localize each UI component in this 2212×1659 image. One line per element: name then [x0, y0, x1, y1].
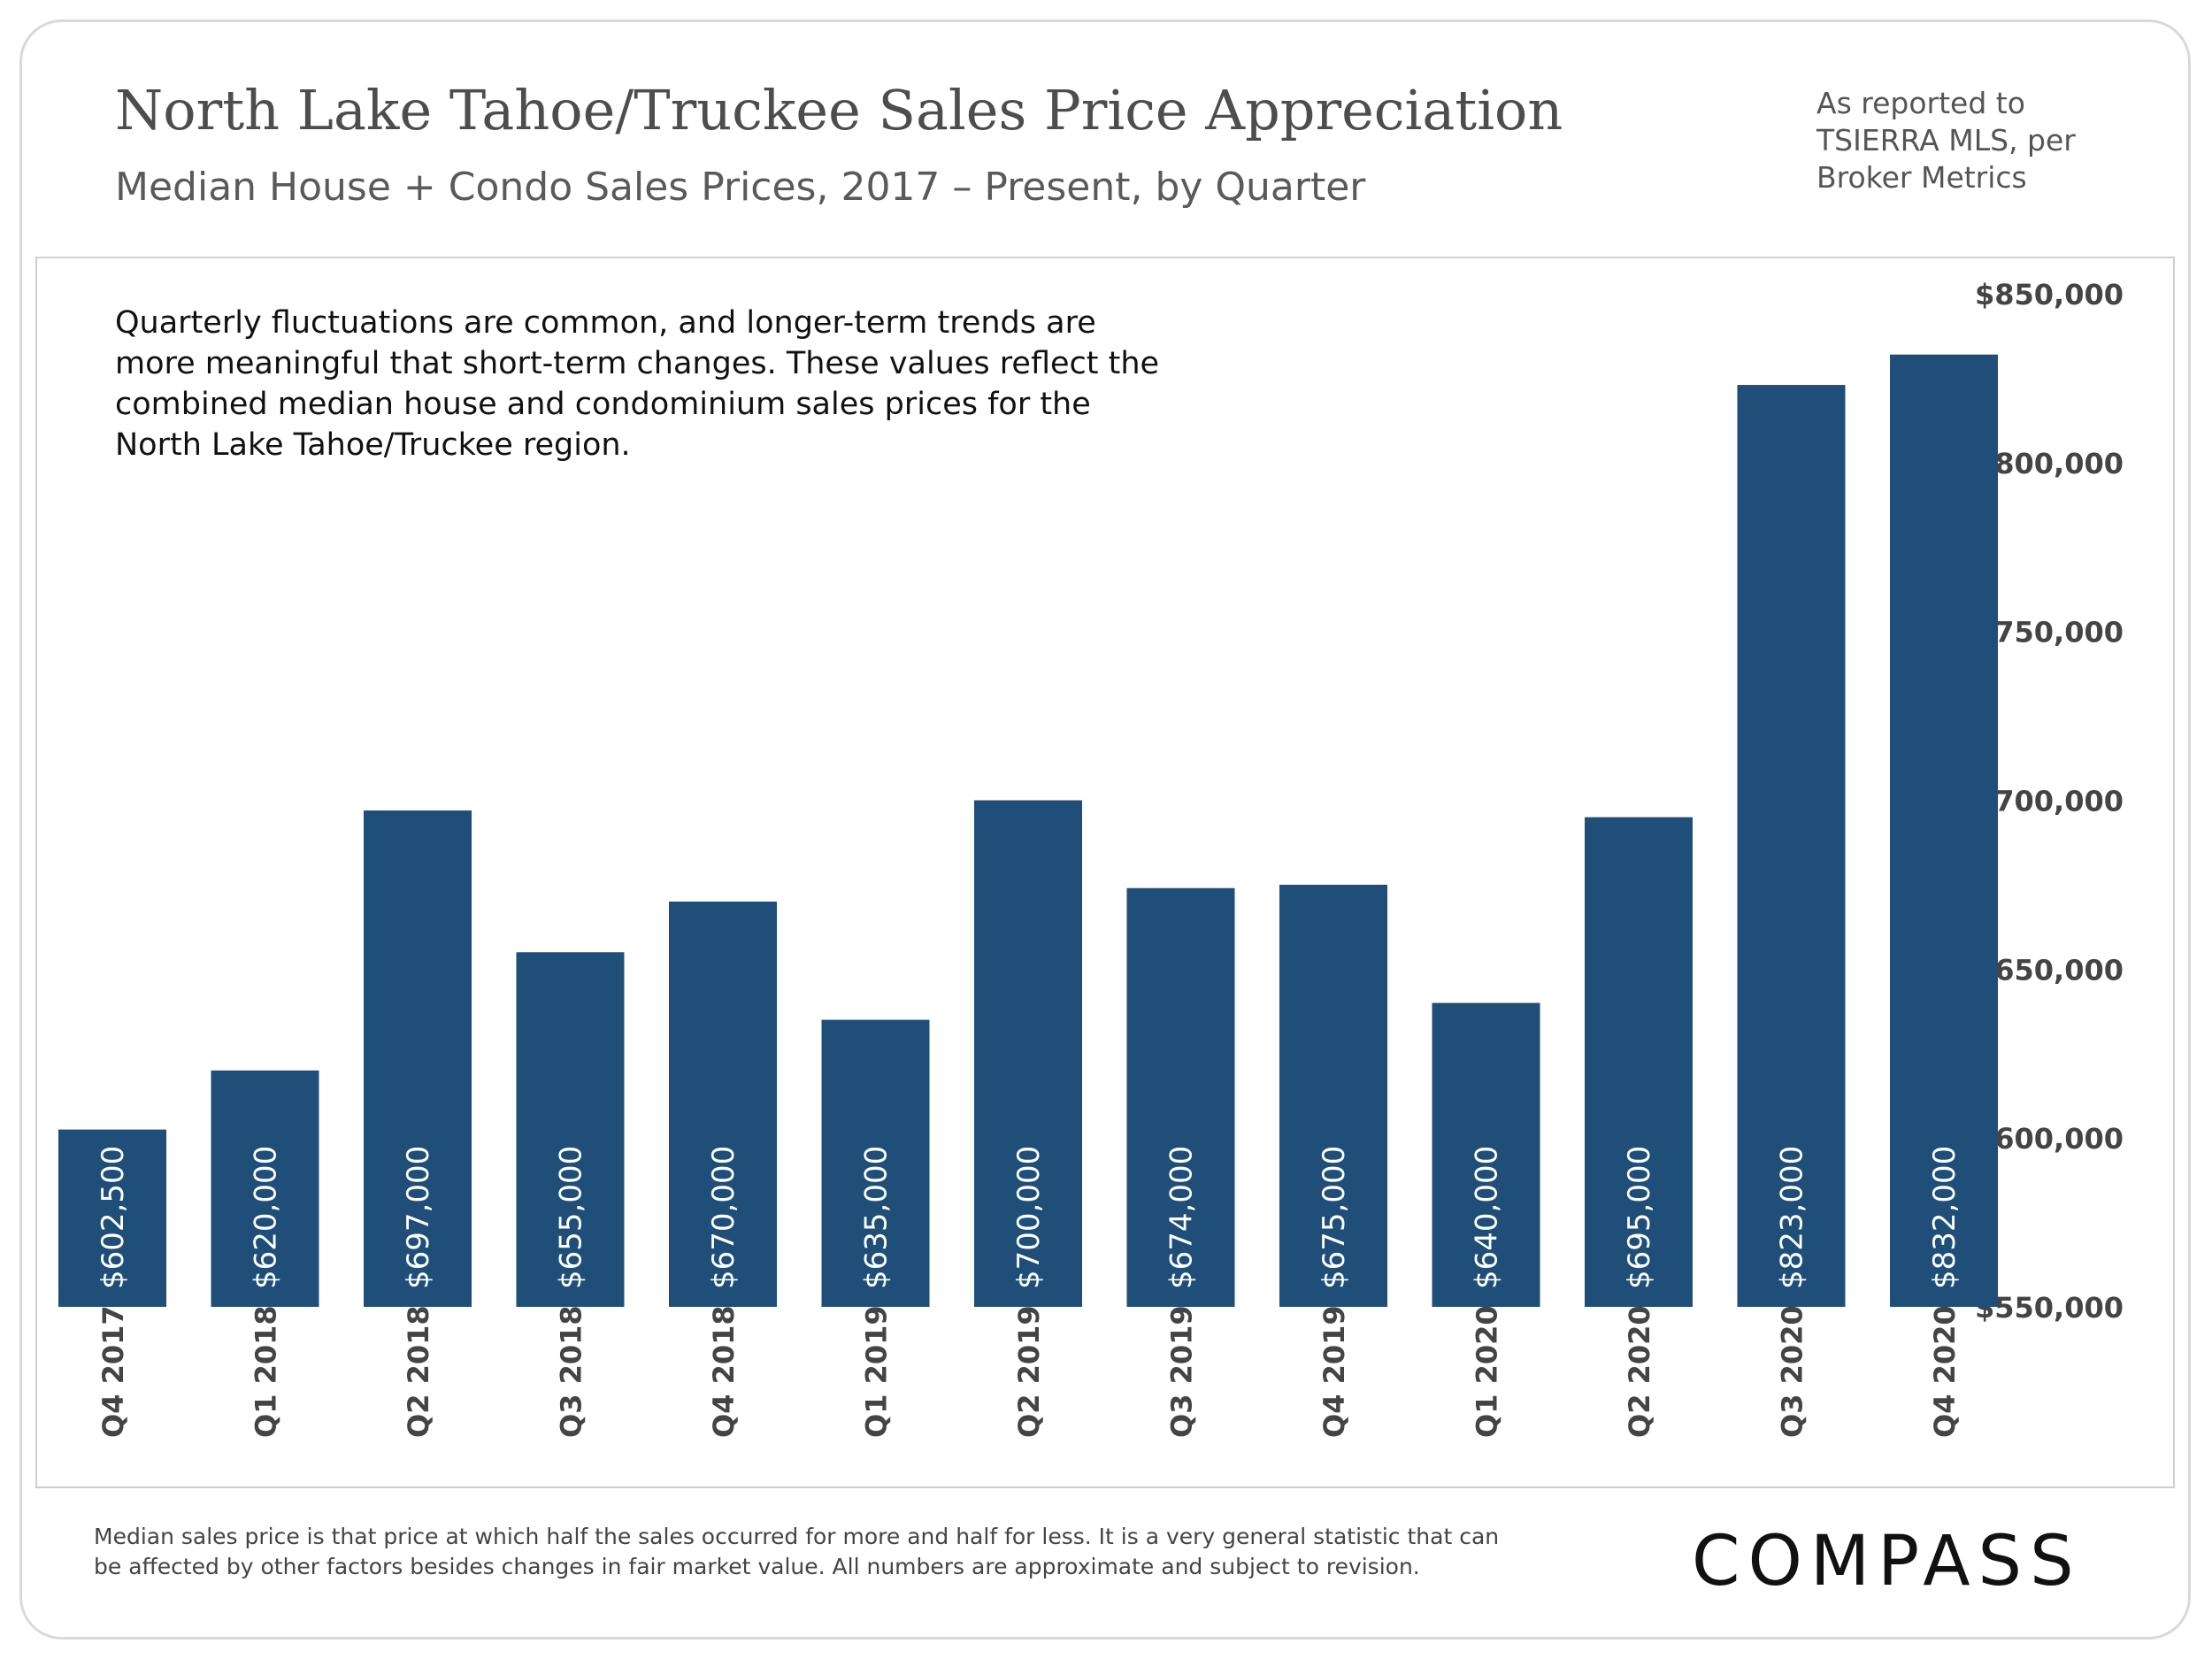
x-tick-label: Q2 2020: [1623, 1305, 1656, 1438]
chart-subtitle: Median House + Condo Sales Prices, 2017 …: [115, 165, 1366, 210]
bar-value-label: $675,000: [1317, 1146, 1352, 1289]
bar-value-label: $635,000: [859, 1146, 895, 1289]
y-tick-label: $650,000: [1975, 953, 2124, 987]
footnote-line: Median sales price is that price at whic…: [94, 1524, 1500, 1549]
bar: [211, 1070, 319, 1307]
annotation-line: more meaningful that short-term changes.…: [115, 346, 1160, 381]
chart-annotation: Quarterly fluctuations are common, and l…: [115, 303, 1159, 465]
bar: [1890, 354, 1998, 1308]
x-tick-label: Q2 2018: [402, 1305, 435, 1438]
bar-value-label: $697,000: [401, 1146, 436, 1289]
bar: [821, 1019, 930, 1307]
bar: [1585, 817, 1693, 1307]
bar-value-label: $640,000: [1470, 1146, 1505, 1289]
y-tick-label: $800,000: [1975, 447, 2124, 480]
bar: [58, 1129, 166, 1307]
bar: [1279, 884, 1387, 1307]
y-tick-label: $600,000: [1975, 1122, 2124, 1156]
x-tick-label: Q1 2019: [860, 1305, 894, 1438]
x-tick-label: Q1 2020: [1471, 1305, 1504, 1438]
x-tick-label: Q4 2018: [707, 1305, 741, 1438]
bar: [364, 810, 472, 1307]
y-tick-label: $750,000: [1975, 616, 2124, 649]
bar-value-label: $695,000: [1622, 1146, 1657, 1289]
x-tick-label: Q2 2019: [1012, 1305, 1046, 1438]
y-tick-label: $850,000: [1975, 278, 2124, 311]
bar-value-label: $674,000: [1164, 1146, 1200, 1289]
source-line: Broker Metrics: [1816, 160, 2027, 195]
bar: [1737, 385, 1846, 1307]
source-note: As reported to TSIERRA MLS, per Broker M…: [1816, 85, 2076, 196]
annotation-line: North Lake Tahoe/Truckee region.: [115, 427, 631, 463]
x-tick-label: Q1 2018: [250, 1305, 283, 1438]
chart-title: North Lake Tahoe/Truckee Sales Price App…: [115, 78, 1563, 142]
x-tick-label: Q3 2019: [1165, 1305, 1199, 1438]
bar-value-label: $670,000: [706, 1146, 741, 1289]
compass-logo: COMPASS: [1692, 1522, 2082, 1601]
chart-frame: [35, 257, 2175, 1488]
source-line: As reported to: [1816, 86, 2025, 120]
bar: [516, 952, 625, 1307]
x-tick-label: Q4 2019: [1317, 1305, 1351, 1438]
bar-value-label: $832,000: [1927, 1146, 1962, 1289]
bar-value-label: $823,000: [1775, 1146, 1810, 1289]
source-line: TSIERRA MLS, per: [1816, 123, 2076, 157]
x-tick-label: Q3 2020: [1776, 1305, 1809, 1438]
x-tick-label: Q3 2018: [555, 1305, 588, 1438]
y-tick-label: $700,000: [1975, 785, 2124, 818]
bar-value-label: $602,500: [96, 1146, 131, 1289]
x-tick-label: Q4 2017: [96, 1305, 130, 1438]
annotation-line: combined median house and condominium sa…: [115, 387, 1091, 422]
x-tick-label: Q4 2020: [1928, 1305, 1962, 1438]
footnote: Median sales price is that price at whic…: [94, 1522, 1499, 1582]
y-tick-label: $550,000: [1975, 1291, 2124, 1325]
bar: [669, 902, 777, 1307]
bar: [1432, 1002, 1540, 1307]
bar-value-label: $655,000: [554, 1146, 589, 1289]
bar-value-label: $620,000: [249, 1146, 284, 1289]
bar: [974, 800, 1082, 1307]
footnote-line: be affected by other factors besides cha…: [94, 1554, 1420, 1579]
bar-value-label: $700,000: [1011, 1146, 1047, 1289]
annotation-line: Quarterly fluctuations are common, and l…: [115, 305, 1096, 341]
bar: [1126, 887, 1235, 1307]
